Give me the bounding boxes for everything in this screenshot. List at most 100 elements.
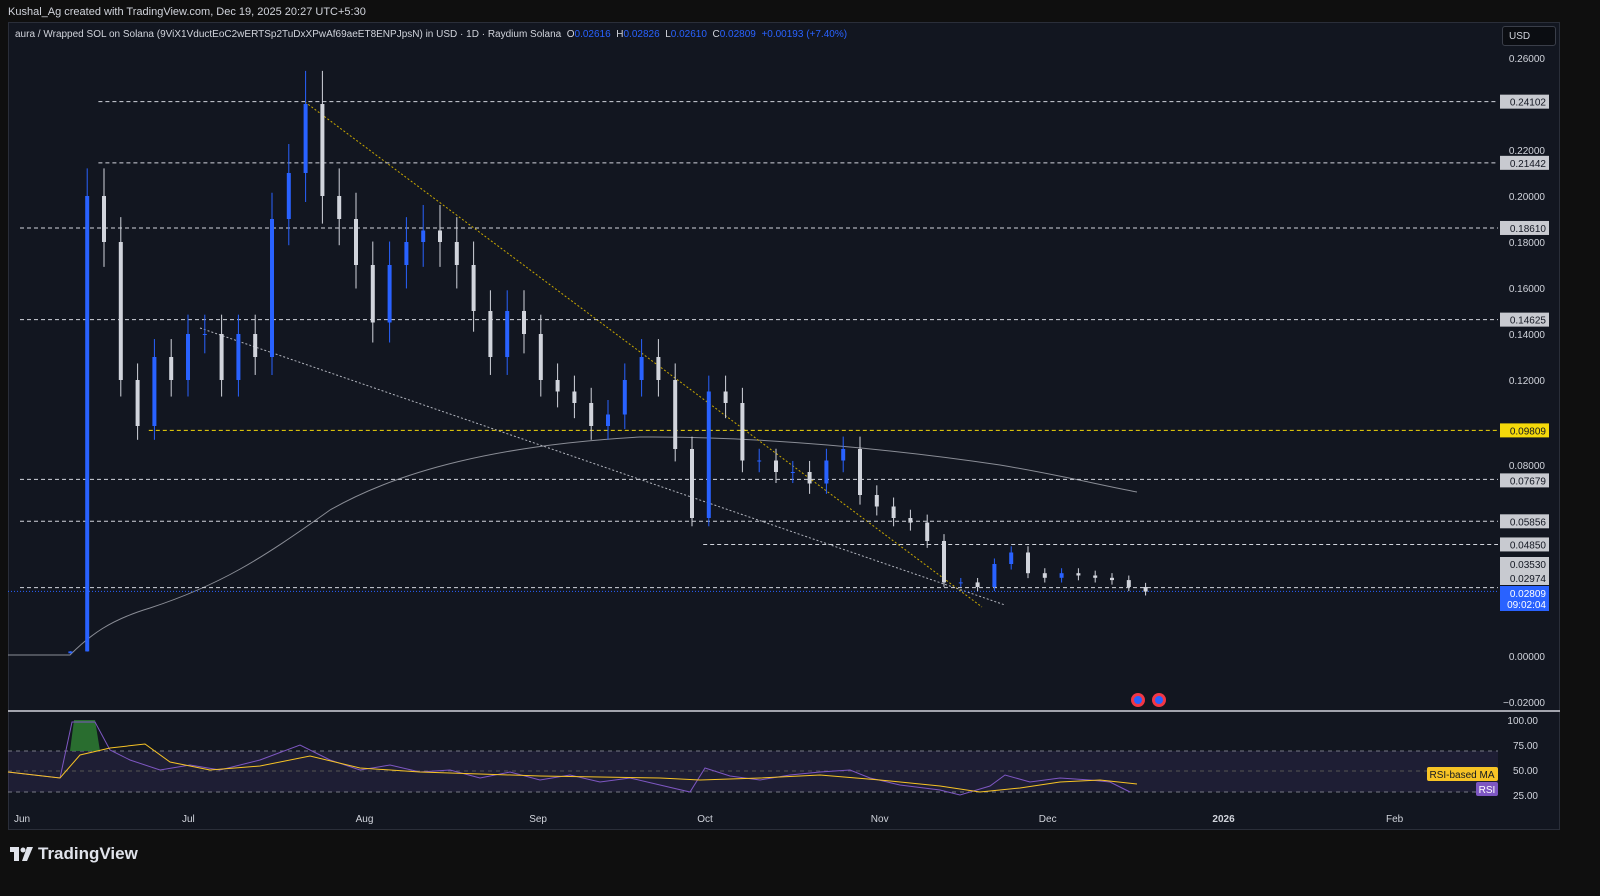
x-tick-label: Sep xyxy=(529,814,547,825)
open-label: O xyxy=(566,29,575,40)
candle-body xyxy=(118,242,123,380)
candle-body xyxy=(925,522,930,541)
level-price-tag xyxy=(1500,473,1549,488)
candle-body xyxy=(673,380,678,449)
level-price-label: 0.24102 xyxy=(1510,98,1547,109)
candle-body xyxy=(202,334,207,335)
candle-body xyxy=(454,242,459,265)
candle-body xyxy=(186,334,190,380)
candle-body xyxy=(874,495,879,507)
level-price-tag xyxy=(1500,537,1549,552)
candle-body xyxy=(958,582,963,584)
level-price-tag xyxy=(1500,312,1549,327)
level-price-tag xyxy=(1500,423,1549,438)
candle-body xyxy=(790,472,795,473)
candle-body xyxy=(303,104,308,173)
level-price-tag xyxy=(1500,155,1549,170)
y-tick-label: 0.16000 xyxy=(1509,284,1546,295)
x-tick-label: Jun xyxy=(14,814,30,825)
candle-body xyxy=(690,449,694,518)
low-label: L xyxy=(665,29,671,40)
candle-body xyxy=(253,334,258,357)
ma-200-line xyxy=(8,436,1138,656)
low-value: 0.02610 xyxy=(670,29,707,40)
candle-body xyxy=(757,460,762,462)
candle-body xyxy=(85,196,90,652)
level-price-label: 0.02974 xyxy=(1510,574,1547,585)
level-price-label: 0.04850 xyxy=(1510,540,1547,551)
candle-body xyxy=(538,334,543,380)
level-price-label: 0.18610 xyxy=(1510,224,1547,235)
rsi-tick-label: 100.00 xyxy=(1507,716,1538,727)
candle-body xyxy=(1076,573,1081,576)
rsi-tick-label: 25.00 xyxy=(1513,791,1538,802)
currency-button[interactable]: USD xyxy=(1502,26,1556,46)
chart-frame[interactable] xyxy=(8,22,1560,830)
x-tick-label: 2026 xyxy=(1212,814,1235,825)
candle-body xyxy=(942,541,946,583)
candle-body xyxy=(370,265,375,323)
trendline-yellow xyxy=(304,101,983,608)
candle-body xyxy=(421,230,426,242)
candle-body xyxy=(572,391,577,403)
brand-name: TradingView xyxy=(38,844,138,863)
candle-body xyxy=(639,357,644,380)
candle-body xyxy=(522,311,526,334)
candle-body xyxy=(270,219,274,357)
candle-body xyxy=(102,196,106,242)
candle-body xyxy=(152,357,157,426)
candle-body xyxy=(1026,552,1030,574)
level-price-tag xyxy=(1500,557,1549,571)
candle-body xyxy=(656,357,661,380)
candle-body xyxy=(824,460,829,484)
high-value: 0.02826 xyxy=(623,29,660,40)
candle-body xyxy=(236,334,241,380)
event-flags[interactable] xyxy=(1131,693,1166,707)
candle-body xyxy=(1093,575,1098,578)
candle-body xyxy=(135,380,140,426)
candle-body xyxy=(404,242,409,265)
rsi-ma-label: RSI-based MA xyxy=(1429,770,1494,781)
tradingview-logo[interactable]: TradingView xyxy=(10,844,138,864)
y-tick-label: 0.18000 xyxy=(1509,238,1546,249)
last-price-label: 0.02809 xyxy=(1510,589,1547,600)
y-tick-label: 0.26000 xyxy=(1509,54,1546,65)
level-price-label: 0.05856 xyxy=(1510,517,1547,528)
candle-body xyxy=(774,460,778,472)
x-tick-label: Oct xyxy=(697,814,713,825)
y-tick-label: 0.12000 xyxy=(1509,376,1546,387)
x-tick-label: Aug xyxy=(356,814,374,825)
level-price-label: 0.07679 xyxy=(1510,476,1547,487)
countdown-label: 09:02:04 xyxy=(1507,600,1546,611)
candle-body xyxy=(807,472,812,484)
candle-body xyxy=(438,230,442,242)
candle-body xyxy=(589,403,594,426)
tradingview-logo-icon xyxy=(10,847,33,861)
credit-text: Kushal_Ag created with TradingView.com, … xyxy=(8,6,366,18)
candle-body xyxy=(1059,573,1064,578)
last-price-tag xyxy=(1500,586,1549,611)
candle-body xyxy=(219,334,224,380)
level-price-tag xyxy=(1500,220,1549,235)
high-label: H xyxy=(616,29,624,40)
candle-body xyxy=(908,518,913,523)
candle-body xyxy=(505,311,510,357)
rsi-label: RSI xyxy=(1479,785,1496,796)
x-tick-label: Dec xyxy=(1039,814,1057,825)
level-price-tag xyxy=(1500,514,1549,529)
candle-body xyxy=(841,449,846,461)
y-tick-label: 0.20000 xyxy=(1509,192,1546,203)
level-price-label: 0.03530 xyxy=(1510,560,1547,571)
close-label: C xyxy=(712,29,720,40)
close-value: 0.02809 xyxy=(719,29,756,40)
y-tick-label: 0.08000 xyxy=(1509,461,1546,472)
candle-body xyxy=(1143,587,1148,592)
y-tick-label: 0.00000 xyxy=(1509,652,1546,663)
level-price-tag xyxy=(1500,571,1549,585)
candle-body xyxy=(387,265,392,323)
candle-body xyxy=(740,403,745,461)
candle-body xyxy=(1110,577,1114,581)
change-value: +0.00193 (+7.40%) xyxy=(761,29,848,40)
candle-body xyxy=(320,104,325,196)
